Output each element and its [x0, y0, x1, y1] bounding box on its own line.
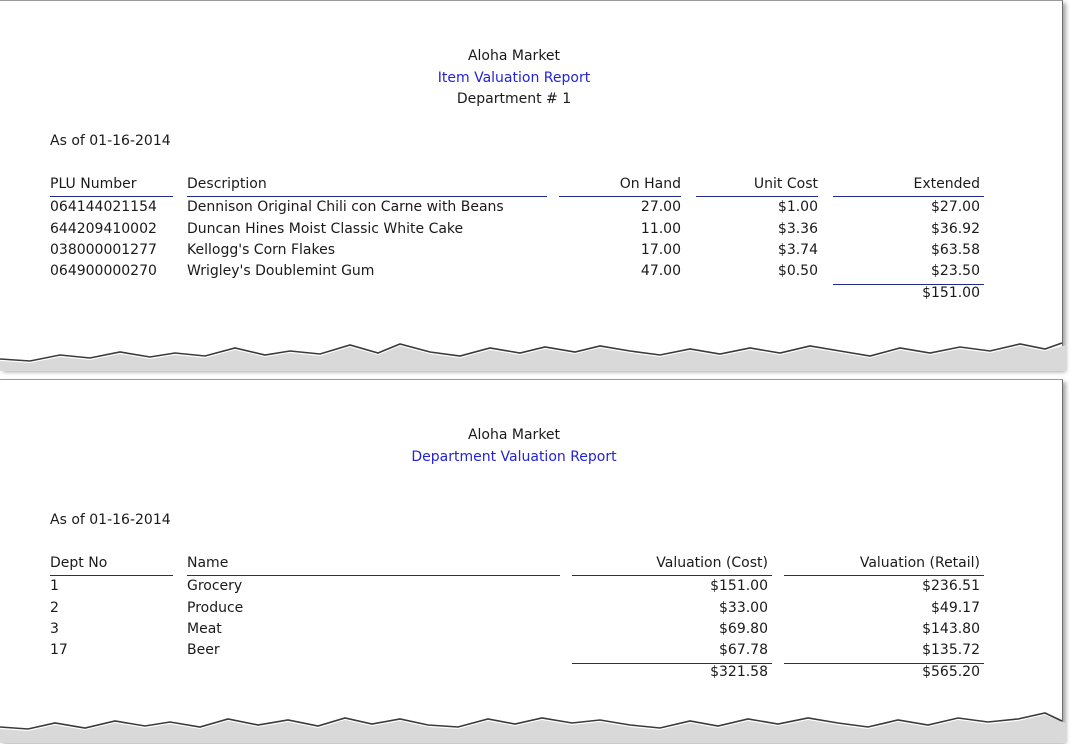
as-of-date: As of 01-16-2014	[50, 133, 171, 149]
torn-edge	[0, 337, 1066, 371]
header-rule	[833, 196, 984, 197]
col-header-name: Name	[187, 555, 229, 571]
on-hand-cell: 11.00	[640, 221, 681, 237]
on-hand-cell: 47.00	[640, 263, 681, 279]
total-rule	[833, 284, 984, 285]
report-title: Item Valuation Report	[437, 70, 591, 86]
description-cell: Kellogg's Corn Flakes	[187, 242, 336, 258]
dept-no-cell: 17	[50, 642, 68, 658]
extended-cell: $27.00	[931, 199, 980, 215]
total-rule	[572, 663, 772, 664]
department-valuation-page: Aloha Market Department Valuation Report…	[0, 379, 1066, 743]
col-header-valuation-retail: Valuation (Retail)	[859, 555, 980, 571]
unit-cost-cell: $3.74	[777, 242, 818, 258]
header-rule	[50, 575, 173, 576]
report-title: Department Valuation Report	[411, 449, 617, 465]
header-rule	[784, 575, 984, 576]
header-rule	[187, 196, 547, 197]
on-hand-cell: 27.00	[640, 199, 681, 215]
plu-cell: 064900000270	[50, 263, 157, 279]
unit-cost-cell: $1.00	[777, 199, 818, 215]
valuation-retail-cell: $236.51	[922, 578, 980, 594]
as-of-date: As of 01-16-2014	[50, 512, 171, 528]
dept-no-cell: 1	[50, 578, 59, 594]
valuation-retail-total: $565.20	[922, 664, 980, 680]
unit-cost-cell: $0.50	[777, 263, 818, 279]
dept-no-cell: 3	[50, 621, 59, 637]
dept-name-cell: Produce	[187, 600, 244, 616]
torn-edge	[0, 709, 1066, 743]
valuation-cost-cell: $69.80	[719, 621, 768, 637]
valuation-cost-cell: $151.00	[710, 578, 768, 594]
extended-cell: $36.92	[931, 221, 980, 237]
valuation-cost-cell: $67.78	[719, 642, 768, 658]
department-label: Department # 1	[456, 91, 572, 107]
header-rule	[696, 196, 818, 197]
company-name: Aloha Market	[467, 48, 561, 64]
valuation-retail-cell: $143.80	[922, 621, 980, 637]
dept-name-cell: Grocery	[187, 578, 243, 594]
on-hand-cell: 17.00	[640, 242, 681, 258]
col-header-description: Description	[187, 176, 267, 192]
plu-cell: 064144021154	[50, 199, 157, 215]
valuation-retail-cell: $49.17	[931, 600, 980, 616]
unit-cost-cell: $3.36	[777, 221, 818, 237]
valuation-cost-total: $321.58	[710, 664, 768, 680]
description-cell: Dennison Original Chili con Carne with B…	[187, 199, 504, 215]
extended-cell: $63.58	[931, 242, 980, 258]
header-rule	[572, 575, 772, 576]
dept-name-cell: Beer	[187, 642, 220, 658]
total-rule	[784, 663, 984, 664]
plu-cell: 644209410002	[50, 221, 157, 237]
extended-total: $151.00	[922, 285, 980, 301]
col-header-on-hand: On Hand	[619, 176, 681, 192]
col-header-extended: Extended	[913, 176, 981, 192]
extended-cell: $23.50	[931, 263, 980, 279]
header-rule	[50, 196, 173, 197]
description-cell: Duncan Hines Moist Classic White Cake	[187, 221, 464, 237]
dept-no-cell: 2	[50, 600, 59, 616]
plu-cell: 038000001277	[50, 242, 157, 258]
valuation-cost-cell: $33.00	[719, 600, 768, 616]
col-header-unit-cost: Unit Cost	[753, 176, 818, 192]
col-header-valuation-cost: Valuation (Cost)	[656, 555, 768, 571]
company-name: Aloha Market	[467, 427, 561, 443]
item-valuation-page: Aloha Market Item Valuation Report Depar…	[0, 0, 1066, 371]
col-header-dept-no: Dept No	[50, 555, 108, 571]
col-header-plu: PLU Number	[50, 176, 137, 192]
dept-name-cell: Meat	[187, 621, 222, 637]
header-rule	[559, 196, 681, 197]
valuation-retail-cell: $135.72	[922, 642, 980, 658]
description-cell: Wrigley's Doublemint Gum	[187, 263, 375, 279]
header-rule	[187, 575, 560, 576]
